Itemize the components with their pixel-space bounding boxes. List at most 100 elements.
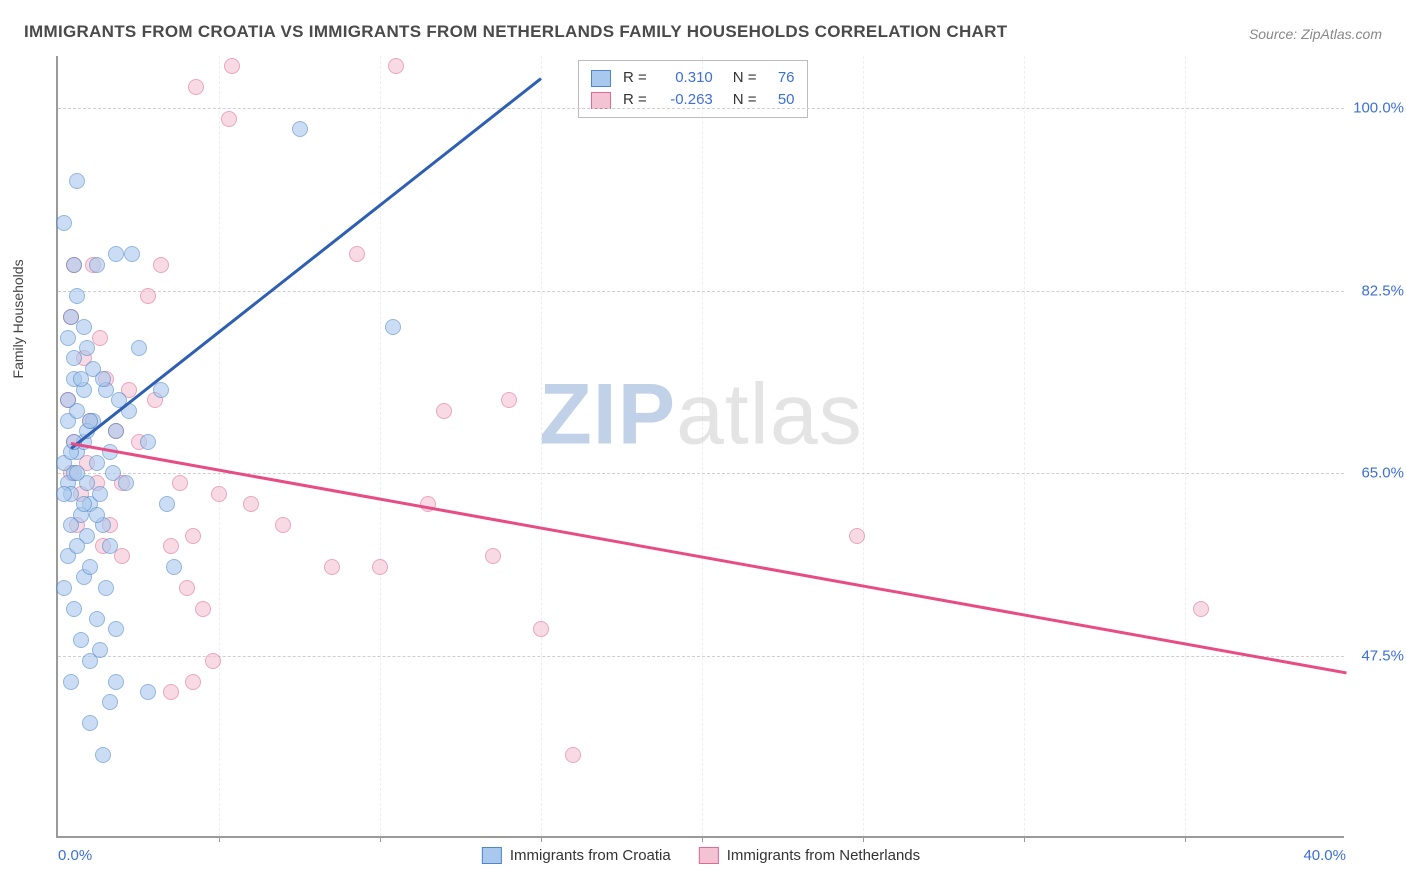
scatter-point-netherlands <box>349 246 365 262</box>
scatter-point-netherlands <box>324 559 340 575</box>
y-tick-label: 100.0% <box>1349 100 1404 117</box>
scatter-point-netherlands <box>533 621 549 637</box>
scatter-point-netherlands <box>565 747 581 763</box>
scatter-point-croatia <box>69 288 85 304</box>
series-legend: Immigrants from Croatia Immigrants from N… <box>482 847 920 864</box>
scatter-point-netherlands <box>501 392 517 408</box>
gridline-horizontal <box>58 291 1344 292</box>
watermark: ZIPatlas <box>539 365 862 464</box>
y-axis-label: Family Households <box>10 259 26 378</box>
scatter-point-croatia <box>92 486 108 502</box>
scatter-point-croatia <box>89 257 105 273</box>
scatter-point-croatia <box>108 423 124 439</box>
scatter-point-croatia <box>82 559 98 575</box>
trend-line <box>71 442 1347 674</box>
scatter-point-croatia <box>69 173 85 189</box>
scatter-point-netherlands <box>243 496 259 512</box>
scatter-point-netherlands <box>372 559 388 575</box>
r-value: 0.310 <box>655 67 713 89</box>
scatter-point-croatia <box>166 559 182 575</box>
scatter-point-croatia <box>118 475 134 491</box>
scatter-point-croatia <box>82 715 98 731</box>
scatter-point-netherlands <box>195 601 211 617</box>
legend-series-item: Immigrants from Netherlands <box>699 847 920 864</box>
x-tick-mark <box>1024 836 1025 842</box>
scatter-point-croatia <box>69 538 85 554</box>
y-tick-label: 65.0% <box>1349 465 1404 482</box>
scatter-point-croatia <box>108 621 124 637</box>
chart-title: IMMIGRANTS FROM CROATIA VS IMMIGRANTS FR… <box>24 22 1007 42</box>
gridline-vertical <box>1024 56 1025 836</box>
legend-swatch <box>591 70 611 87</box>
scatter-point-croatia <box>98 580 114 596</box>
n-label: N = <box>733 67 757 89</box>
scatter-point-croatia <box>95 747 111 763</box>
scatter-point-croatia <box>76 319 92 335</box>
watermark-zip: ZIP <box>539 366 676 462</box>
scatter-point-croatia <box>102 538 118 554</box>
scatter-point-netherlands <box>849 528 865 544</box>
scatter-point-netherlands <box>275 517 291 533</box>
scatter-point-croatia <box>69 465 85 481</box>
scatter-point-croatia <box>385 319 401 335</box>
legend-swatch <box>591 92 611 109</box>
correlation-legend: R =0.310N =76R =-0.263N =50 <box>578 60 808 118</box>
scatter-point-netherlands <box>485 548 501 564</box>
x-tick-mark <box>1185 836 1186 842</box>
source-attribution: Source: ZipAtlas.com <box>1249 26 1382 42</box>
scatter-point-croatia <box>140 684 156 700</box>
scatter-point-croatia <box>105 465 121 481</box>
scatter-point-netherlands <box>163 684 179 700</box>
scatter-point-netherlands <box>221 111 237 127</box>
scatter-point-croatia <box>153 382 169 398</box>
watermark-atlas: atlas <box>676 366 863 462</box>
x-tick-mark <box>863 836 864 842</box>
scatter-point-croatia <box>92 642 108 658</box>
scatter-point-netherlands <box>153 257 169 273</box>
scatter-point-croatia <box>73 632 89 648</box>
scatter-point-netherlands <box>185 674 201 690</box>
scatter-point-croatia <box>89 611 105 627</box>
legend-series-label: Immigrants from Netherlands <box>727 847 920 864</box>
gridline-vertical <box>1185 56 1186 836</box>
gridline-vertical <box>863 56 864 836</box>
scatter-point-croatia <box>108 674 124 690</box>
y-tick-label: 47.5% <box>1349 647 1404 664</box>
scatter-point-croatia <box>89 507 105 523</box>
scatter-point-croatia <box>79 340 95 356</box>
scatter-point-croatia <box>108 246 124 262</box>
gridline-vertical <box>702 56 703 836</box>
legend-series-item: Immigrants from Croatia <box>482 847 671 864</box>
scatter-point-netherlands <box>436 403 452 419</box>
plot-area: ZIPatlas R =0.310N =76R =-0.263N =50 Imm… <box>56 56 1344 838</box>
scatter-point-netherlands <box>163 538 179 554</box>
scatter-point-netherlands <box>92 330 108 346</box>
gridline-vertical <box>219 56 220 836</box>
legend-correlation-row: R = 0.310 N = 76 <box>591 67 795 89</box>
scatter-point-croatia <box>60 392 76 408</box>
gridline-horizontal <box>58 108 1344 109</box>
scatter-point-netherlands <box>388 58 404 74</box>
scatter-point-netherlands <box>172 475 188 491</box>
scatter-point-croatia <box>66 601 82 617</box>
gridline-vertical <box>380 56 381 836</box>
scatter-point-croatia <box>63 674 79 690</box>
scatter-point-croatia <box>56 580 72 596</box>
scatter-point-croatia <box>95 371 111 387</box>
scatter-point-croatia <box>63 517 79 533</box>
scatter-point-croatia <box>66 257 82 273</box>
scatter-point-netherlands <box>211 486 227 502</box>
x-tick-mark <box>541 836 542 842</box>
r-label: R = <box>623 67 647 89</box>
gridline-vertical <box>541 56 542 836</box>
scatter-point-netherlands <box>205 653 221 669</box>
scatter-point-netherlands <box>185 528 201 544</box>
n-value: 76 <box>765 67 795 89</box>
x-tick-label: 40.0% <box>1303 847 1346 864</box>
legend-series-label: Immigrants from Croatia <box>510 847 671 864</box>
scatter-point-croatia <box>56 486 72 502</box>
gridline-horizontal <box>58 656 1344 657</box>
scatter-point-croatia <box>56 215 72 231</box>
x-tick-mark <box>702 836 703 842</box>
scatter-point-croatia <box>140 434 156 450</box>
